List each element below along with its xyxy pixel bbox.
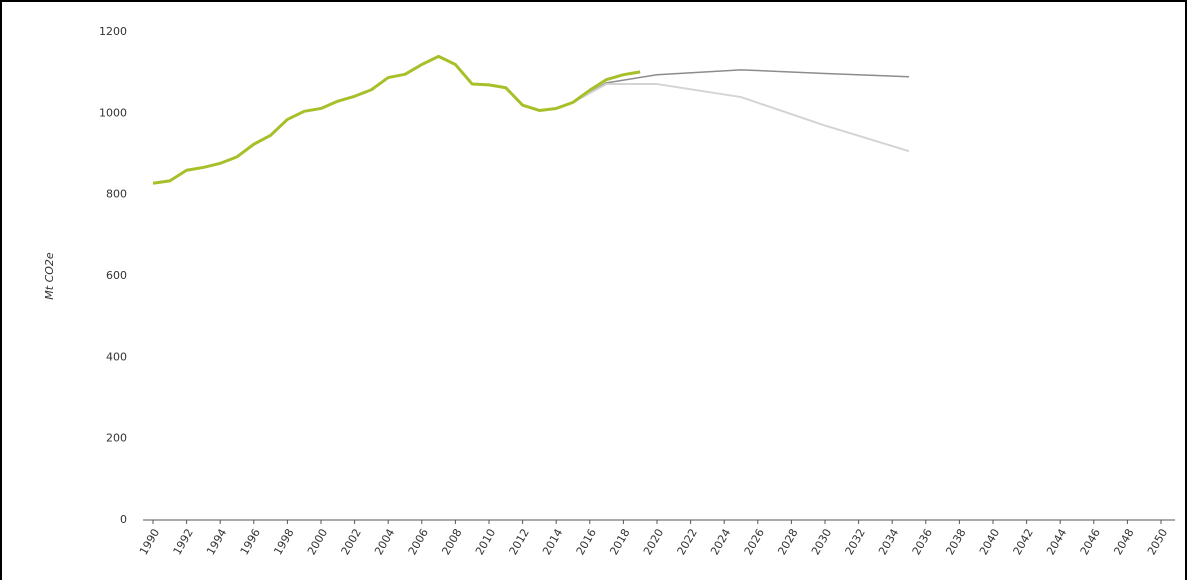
x-tick-label: 1994: [204, 527, 229, 558]
y-tick-label: 800: [106, 188, 127, 201]
y-axis-label: Mt CO2e: [43, 252, 56, 300]
x-tick-label: 2016: [574, 527, 599, 558]
y-tick-label: 0: [120, 513, 127, 526]
x-tick-label: 2050: [1145, 527, 1170, 558]
x-tick-label: 2000: [305, 527, 330, 558]
y-tick-label: 200: [106, 432, 127, 445]
x-tick-label: 2034: [876, 527, 901, 558]
y-tick-label: 1200: [99, 25, 127, 38]
x-tick-label: 2024: [708, 527, 733, 558]
x-tick-label: 2018: [607, 527, 632, 558]
x-tick-label: 2020: [641, 527, 666, 558]
series-line: [572, 83, 910, 153]
x-tick-label: 2030: [809, 527, 834, 558]
x-tick-label: 2014: [540, 527, 565, 558]
y-tick-label: 600: [106, 269, 127, 282]
x-tick-label: 1990: [137, 527, 162, 558]
x-tick-label: 2008: [439, 527, 464, 558]
x-tick-label: 2044: [1044, 527, 1069, 558]
x-tick-label: 2026: [742, 527, 767, 558]
x-tick-label: 2046: [1078, 527, 1103, 558]
x-tick-label: 1996: [238, 527, 263, 558]
x-tick-label: 2012: [507, 527, 532, 558]
x-tick-label: 2022: [675, 527, 700, 558]
x-tick-label: 2028: [775, 527, 800, 558]
x-tick-label: 2038: [943, 527, 968, 558]
x-tick-label: 2042: [1011, 527, 1036, 558]
x-tick-label: 2004: [372, 527, 397, 558]
x-tick-label: 2006: [406, 527, 431, 558]
x-tick-label: 2032: [843, 527, 868, 558]
y-tick-label: 400: [106, 350, 127, 363]
series-line: [152, 54, 641, 185]
x-tick-label: 2010: [473, 527, 498, 558]
x-tick-label: 2040: [977, 527, 1002, 558]
x-tick-label: 1992: [171, 527, 196, 558]
x-tick-label: 2036: [910, 527, 935, 558]
x-tick-label: 2048: [1111, 527, 1136, 558]
x-tick-label: 2002: [339, 527, 364, 558]
x-tick-label: 1998: [271, 527, 296, 558]
y-tick-label: 1000: [99, 106, 127, 119]
